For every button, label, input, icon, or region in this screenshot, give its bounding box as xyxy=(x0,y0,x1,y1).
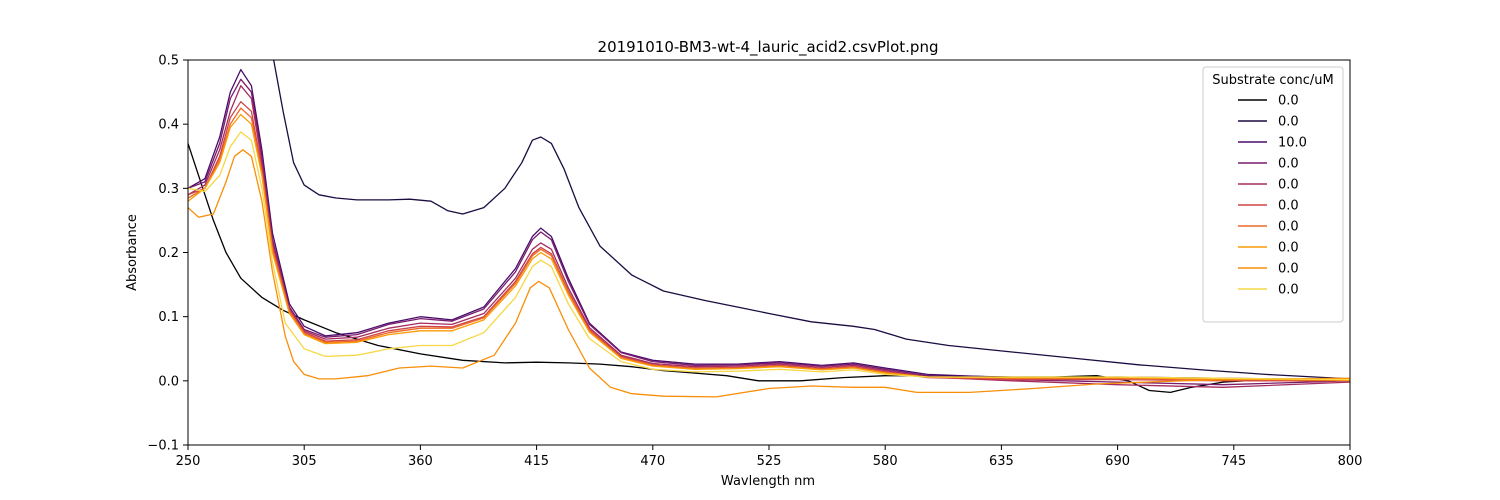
legend-label: 10.0 xyxy=(1278,136,1307,151)
x-tick-label: 360 xyxy=(408,454,433,469)
series-lines xyxy=(188,60,1350,398)
y-tick-label: 0.0 xyxy=(158,374,179,389)
legend-label: 0.0 xyxy=(1278,115,1299,130)
legend-label: 0.0 xyxy=(1278,262,1299,277)
series-line-9 xyxy=(188,149,1350,398)
legend-label: 0.0 xyxy=(1278,199,1299,214)
x-axis-label: Wavlength nm xyxy=(721,474,815,489)
x-tick-label: 415 xyxy=(524,454,549,469)
x-tick-label: 525 xyxy=(757,454,782,469)
series-line-2 xyxy=(273,60,1350,380)
x-tick-label: 690 xyxy=(1105,454,1130,469)
x-tick-label: 305 xyxy=(292,454,317,469)
x-tick-label: 250 xyxy=(176,454,201,469)
chart-title: 20191010-BM3-wt-4_lauric_acid2.csvPlot.p… xyxy=(598,38,939,57)
series-line-6 xyxy=(188,101,1350,382)
series-line-8 xyxy=(188,113,1350,381)
legend-label: 0.0 xyxy=(1278,283,1299,298)
legend-label: 0.0 xyxy=(1278,94,1299,109)
legend-label: 0.0 xyxy=(1278,157,1299,172)
legend: Substrate conc/uM 0.00.010.00.00.00.00.0… xyxy=(1202,66,1344,323)
y-axis: −0.1 0.0 0.1 0.2 0.3 0.4 0.5 xyxy=(147,54,188,454)
x-tick-label: 800 xyxy=(1338,454,1363,469)
y-axis-label: Absorbance xyxy=(125,214,140,291)
legend-title: Substrate conc/uM xyxy=(1212,73,1333,88)
legend-label: 0.0 xyxy=(1278,241,1299,256)
y-tick-label: 0.2 xyxy=(158,246,179,261)
x-tick-label: 470 xyxy=(640,454,665,469)
legend-entries: 0.0 0.0 10.0 0.0 0.0 0.0 0.0 0.0 0.0 0.0 xyxy=(1238,94,1307,298)
legend-label: 0.0 xyxy=(1278,220,1299,235)
x-axis: 250 305 360 415 470 525 580 635 690 745 800 xyxy=(176,445,1363,469)
y-tick-label: −0.1 xyxy=(147,439,179,454)
series-line-5 xyxy=(188,85,1350,388)
y-tick-label: 0.3 xyxy=(158,182,179,197)
y-tick-label: 0.4 xyxy=(158,118,179,133)
series-line-4 xyxy=(188,78,1350,386)
x-tick-label: 745 xyxy=(1221,454,1246,469)
y-tick-label: 0.1 xyxy=(158,310,179,325)
series-line-3 xyxy=(188,68,1350,381)
legend-box xyxy=(1202,66,1344,323)
legend-label: 0.0 xyxy=(1278,178,1299,193)
x-tick-label: 635 xyxy=(989,454,1014,469)
series-line-10 xyxy=(188,131,1350,381)
y-tick-label: 0.5 xyxy=(158,54,179,69)
x-tick-label: 580 xyxy=(873,454,898,469)
